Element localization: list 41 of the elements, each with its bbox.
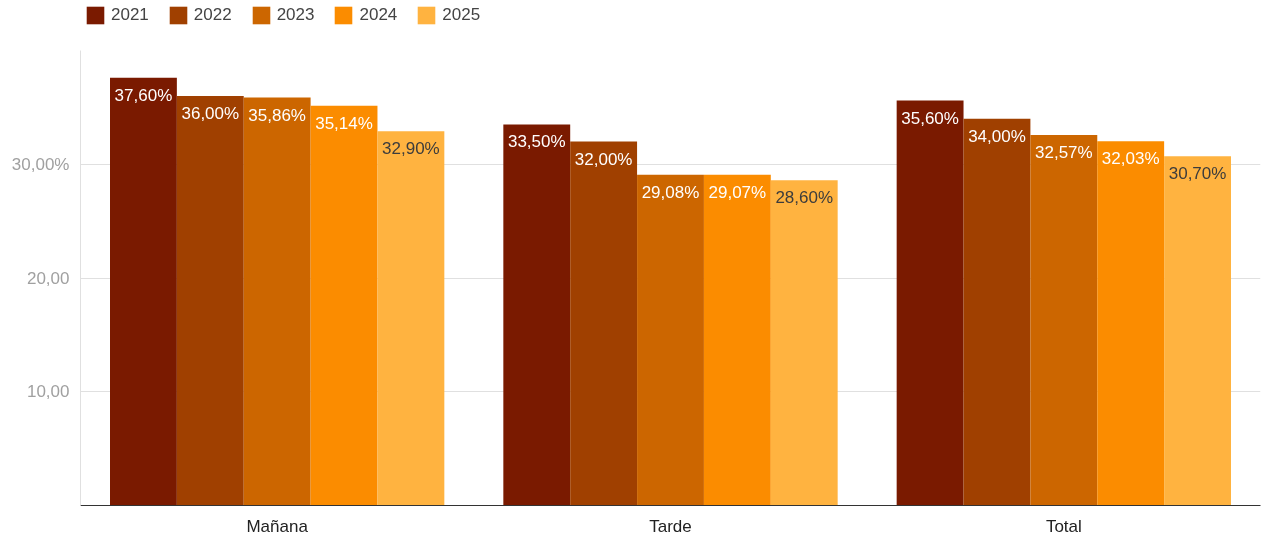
bar — [637, 174, 704, 506]
data-label: 33,50% — [507, 132, 566, 152]
data-label: 36,00% — [181, 104, 240, 123]
bar — [1030, 135, 1098, 506]
data-label: 32,03% — [1101, 149, 1160, 169]
x-tick-label: Total — [1045, 516, 1082, 536]
bar — [1097, 141, 1165, 506]
legend-label: 2023 — [276, 5, 315, 25]
legend-label: 2025 — [442, 5, 481, 25]
data-label: 32,57% — [1035, 143, 1093, 163]
legend-label: 2021 — [111, 5, 149, 25]
data-label: 30,70% — [1168, 164, 1227, 184]
data-label: 35,60% — [901, 108, 959, 128]
bar — [963, 118, 1031, 506]
data-label: 29,07% — [708, 182, 767, 202]
data-label: 37,60% — [114, 85, 173, 105]
y-tick-label: 20,00 — [26, 268, 70, 288]
bar — [310, 105, 378, 506]
bar — [770, 180, 838, 506]
data-label: 29,08% — [641, 182, 700, 202]
x-tick-label: Mañana — [246, 516, 309, 536]
y-tick-label: 30,00% — [11, 154, 70, 174]
bar — [1164, 156, 1231, 506]
bar — [110, 77, 177, 506]
bar — [377, 131, 445, 506]
bar — [503, 124, 571, 506]
data-label: 32,00% — [574, 149, 633, 169]
legend-label: 2022 — [193, 5, 232, 25]
data-label: 35,14% — [315, 113, 373, 133]
data-label: 35,86% — [248, 105, 307, 125]
data-label: 32,90% — [382, 139, 440, 159]
data-label: 28,60% — [775, 188, 834, 208]
bar — [896, 100, 964, 506]
bar — [243, 97, 311, 506]
legend-label: 2024 — [359, 5, 398, 25]
y-tick-label: 10,00 — [26, 382, 70, 402]
data-label: 34,00% — [968, 126, 1026, 146]
bar — [703, 174, 771, 506]
x-tick-label: Tarde — [649, 516, 692, 536]
bar — [570, 141, 638, 506]
bar — [176, 96, 244, 506]
